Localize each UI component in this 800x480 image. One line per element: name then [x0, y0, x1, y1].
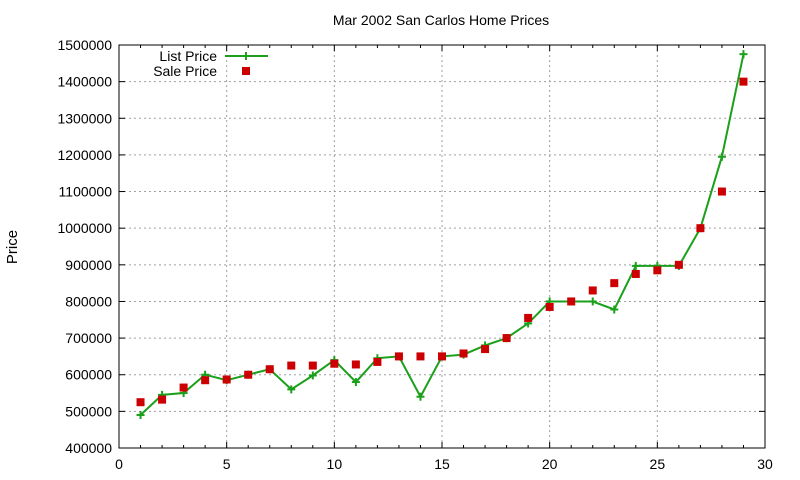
sale-price-point [631, 269, 640, 278]
sale-price-point [588, 286, 597, 295]
x-tick-label: 10 [327, 456, 343, 472]
sale-price-point [545, 302, 554, 311]
sale-price-point [373, 357, 382, 366]
sale-price-point [158, 395, 167, 404]
sale-price-point [567, 297, 576, 306]
axis-ticks: 400000 500000 600000 700000 800000 900000 1000… [57, 37, 773, 472]
y-tick-label: 1000000 [57, 220, 112, 236]
x-tick-label: 25 [650, 456, 666, 472]
list-price-point [287, 385, 296, 394]
sale-price-point [502, 334, 511, 343]
y-tick-label: 700000 [65, 330, 112, 346]
list-price-point [308, 371, 317, 380]
sale-price-point [438, 352, 446, 361]
x-tick-label: 5 [223, 456, 231, 472]
legend-label-list-price: List Price [159, 48, 217, 64]
sale-price-point [287, 361, 296, 370]
sale-price-point [610, 279, 619, 288]
list-price-point [136, 411, 145, 420]
sale-price-point [394, 352, 403, 361]
y-tick-label: 1200000 [57, 147, 112, 163]
y-tick-label: 900000 [65, 257, 112, 273]
sale-price-point [524, 313, 533, 322]
chart-title: Mar 2002 San Carlos Home Prices [333, 12, 549, 28]
series-layer [136, 50, 748, 420]
sale-price-point [674, 260, 683, 269]
x-tick-label: 20 [542, 456, 558, 472]
sale-price-point [244, 370, 253, 379]
legend-label-sale-price: Sale Price [153, 63, 217, 79]
x-tick-label: 15 [434, 456, 450, 472]
y-tick-label: 1100000 [59, 184, 113, 200]
sale-price-point [222, 375, 231, 384]
sale-price-point [717, 187, 726, 196]
sale-price-point [696, 224, 705, 233]
legend-marker-list-price [242, 52, 250, 60]
x-tick-label: 30 [757, 456, 773, 472]
y-tick-label: 800000 [65, 293, 112, 309]
sale-price-point [330, 359, 339, 368]
list-price-point [588, 297, 597, 306]
list-price-point [717, 152, 726, 161]
sale-price-point [308, 361, 317, 370]
sale-price-point [653, 266, 662, 275]
list-price-point [739, 50, 748, 59]
sale-price-point [351, 360, 360, 369]
y-axis-label: Price [4, 230, 21, 264]
sale-price-point [481, 345, 490, 354]
sale-price-point [265, 365, 274, 374]
list-price-point [631, 261, 640, 270]
x-tick-label: 0 [115, 456, 123, 472]
sale-price-point [416, 352, 425, 361]
y-tick-label: 600000 [65, 367, 112, 383]
y-tick-label: 400000 [65, 440, 112, 456]
legend-swatch-sale-price [242, 67, 250, 75]
list-price-point [351, 378, 360, 387]
sale-price-point [201, 376, 210, 385]
list-price-point [610, 305, 619, 314]
sale-price-point [739, 77, 748, 86]
sale-price-point [136, 398, 145, 407]
y-tick-label: 500000 [65, 403, 112, 419]
list-price-point [416, 392, 425, 401]
y-tick-label: 1300000 [57, 110, 112, 126]
y-tick-label: 1500000 [57, 37, 112, 53]
grid [119, 45, 765, 448]
sale-price-point [459, 349, 468, 358]
sale-price-point [179, 383, 188, 392]
y-tick-label: 1400000 [57, 74, 112, 90]
